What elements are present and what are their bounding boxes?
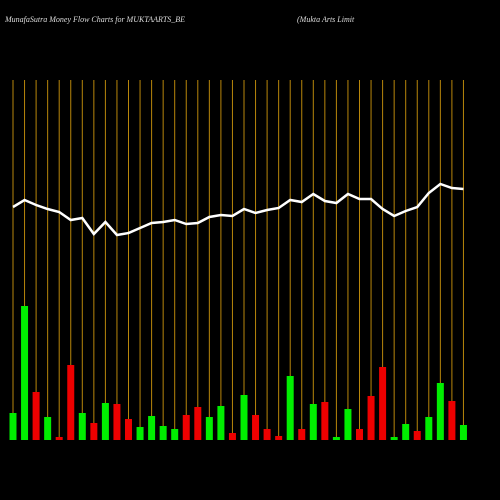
bar (240, 395, 248, 440)
bar (425, 417, 433, 440)
bar (228, 433, 236, 440)
bar (32, 392, 40, 440)
bar (44, 417, 52, 440)
bar (148, 416, 156, 440)
bar (356, 429, 363, 440)
bar (252, 415, 260, 440)
bar (459, 425, 467, 440)
bar (390, 437, 398, 440)
chart-subtitle: (Mukta Arts Limit (297, 15, 355, 24)
bar (55, 437, 63, 440)
bar (367, 396, 375, 440)
bar (90, 423, 98, 440)
money-flow-line (12, 182, 464, 237)
bar (67, 365, 75, 440)
bar (78, 413, 86, 440)
bar (309, 404, 317, 440)
chart-title: MunafaSutra Money Flow Charts for MUKTAA… (4, 15, 185, 24)
bar (171, 429, 179, 440)
bar (101, 403, 109, 440)
bar (21, 306, 29, 440)
bar (402, 424, 410, 440)
bar (448, 401, 456, 440)
bar (379, 367, 387, 440)
bar (113, 404, 121, 440)
bar (205, 417, 213, 440)
bar (332, 437, 340, 440)
bar (217, 406, 225, 440)
bar (344, 409, 352, 440)
bar (413, 431, 421, 440)
bar (321, 402, 329, 440)
bar (298, 429, 306, 440)
bar (125, 419, 132, 440)
bar (436, 383, 444, 440)
bar (286, 376, 294, 440)
bar (194, 407, 202, 440)
bar (182, 415, 190, 440)
bar (159, 426, 167, 440)
bar (9, 413, 17, 440)
bar (263, 429, 271, 440)
bar (136, 427, 144, 440)
bar (275, 436, 283, 440)
